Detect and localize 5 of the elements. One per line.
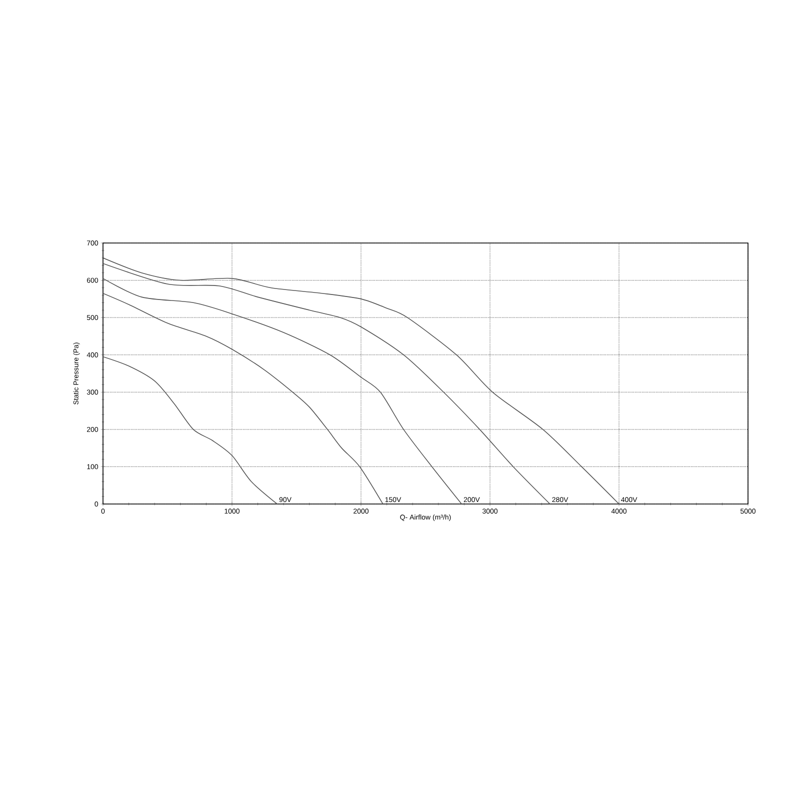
line-series [103,278,462,504]
line-series [103,263,550,504]
line-series [103,292,384,504]
line-series [103,258,620,504]
line-series [103,356,278,504]
